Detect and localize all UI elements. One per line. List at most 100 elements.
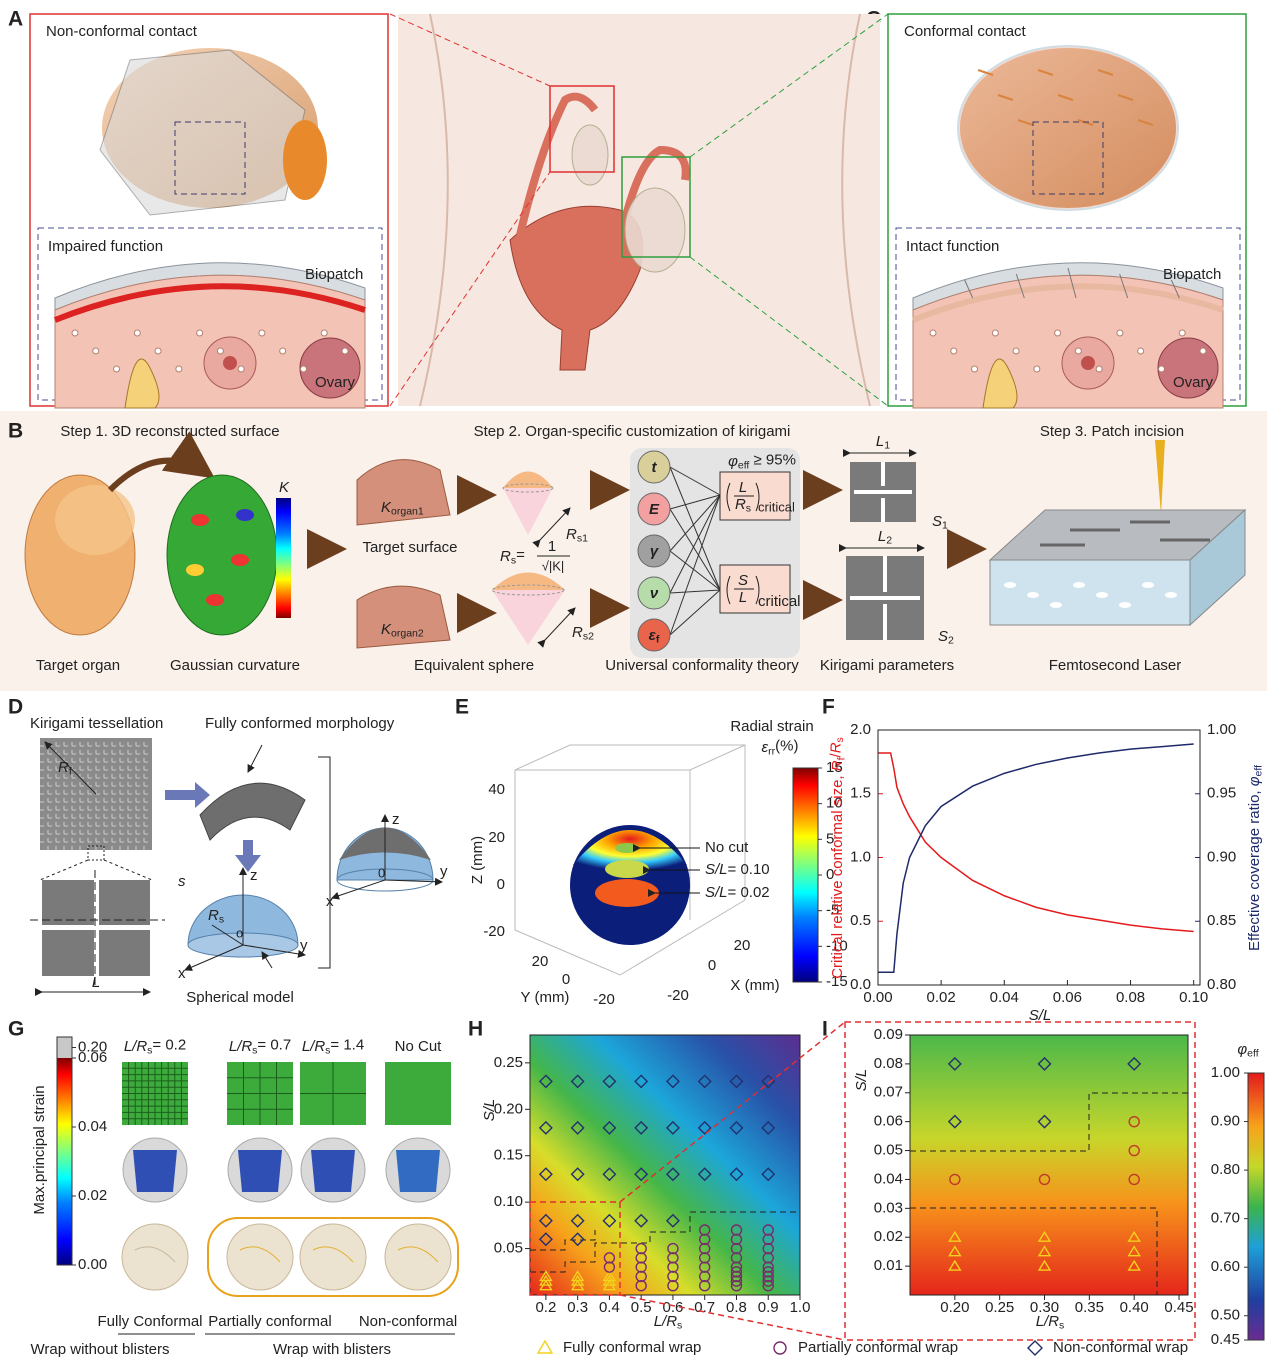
colorbar-tick-label: 0.04 bbox=[78, 1118, 107, 1135]
text-part: = bbox=[516, 546, 525, 563]
cell bbox=[1095, 365, 1103, 373]
curved-arrow bbox=[107, 431, 215, 493]
point bbox=[635, 1270, 647, 1283]
cell bbox=[154, 347, 162, 355]
ovary-label: Ovary bbox=[1173, 374, 1214, 391]
biopatch-label: Biopatch bbox=[1163, 266, 1221, 283]
curvature-spot bbox=[206, 594, 224, 606]
network-line bbox=[669, 494, 721, 510]
text-part: s2 bbox=[583, 630, 594, 642]
point bbox=[634, 1167, 649, 1182]
dim-label: S2 bbox=[938, 628, 954, 646]
point bbox=[570, 1232, 585, 1247]
text-part: R bbox=[208, 907, 219, 924]
conformal-patch bbox=[957, 45, 1179, 211]
legend-marker bbox=[1027, 1340, 1043, 1356]
tissue-layer bbox=[53, 283, 366, 323]
big-arrow bbox=[235, 840, 261, 872]
point bbox=[762, 1261, 774, 1273]
dim-label: S1 bbox=[932, 513, 948, 531]
ratio-box bbox=[719, 564, 791, 614]
cell bbox=[279, 347, 287, 355]
y-axis-label: S/L bbox=[481, 1099, 498, 1122]
annotation: S/L= 0.02 bbox=[705, 884, 770, 901]
text-part: R bbox=[500, 548, 511, 565]
y-tick-label: 0.10 bbox=[494, 1193, 523, 1210]
text-part: t bbox=[652, 459, 658, 476]
point bbox=[730, 1280, 743, 1292]
follicle bbox=[982, 358, 1018, 409]
inset-title: Intact function bbox=[906, 238, 999, 255]
step-caption: Kirigami parameters bbox=[820, 657, 954, 674]
x-tick-label: 0.6 bbox=[663, 1299, 684, 1316]
radius-label: Rs1 bbox=[566, 526, 588, 544]
plot-frame bbox=[877, 729, 1201, 986]
x-tick-label: 0.3 bbox=[567, 1299, 588, 1316]
step-caption: Femtosecond Laser bbox=[1049, 657, 1182, 674]
colorbar-tick-label: 0.70 bbox=[1211, 1210, 1240, 1227]
x-tick-label: 0.9 bbox=[758, 1299, 779, 1316]
ratio-box bbox=[719, 471, 791, 521]
legend-label: Partially conformal wrap bbox=[798, 1339, 958, 1356]
cap-rim-2 bbox=[491, 584, 565, 596]
cell bbox=[113, 365, 121, 373]
cell bbox=[341, 347, 349, 355]
y2-tick-label: 0.80 bbox=[1207, 976, 1236, 993]
x-tick-label: 0.35 bbox=[1075, 1299, 1104, 1316]
step-title: Step 3. Patch incision bbox=[1040, 423, 1184, 440]
ovary-edge bbox=[283, 120, 327, 200]
inset-title: Impaired function bbox=[48, 238, 163, 255]
photo-fold bbox=[239, 1246, 281, 1263]
cell bbox=[71, 329, 79, 337]
condition: φeff ≥ 95% bbox=[728, 451, 796, 471]
point bbox=[699, 1252, 711, 1264]
step-caption: Target organ bbox=[36, 657, 120, 674]
text-part: = 0.2 bbox=[152, 1036, 186, 1053]
cell bbox=[320, 329, 328, 337]
colorbar bbox=[57, 1058, 72, 1265]
cell bbox=[92, 347, 100, 355]
x-tick-label: 0.25 bbox=[985, 1299, 1014, 1316]
axis bbox=[242, 944, 306, 958]
cap-nocut bbox=[615, 843, 639, 853]
z-tick-label: 20 bbox=[488, 829, 505, 846]
axis-label: z bbox=[250, 867, 258, 884]
panel-label: A bbox=[8, 8, 23, 31]
text-part: ≥ 95% bbox=[749, 451, 796, 468]
text-part: f bbox=[69, 765, 72, 777]
loose-patch bbox=[99, 49, 306, 216]
colorbar-tick-label: -10 bbox=[826, 937, 848, 954]
point bbox=[730, 1261, 743, 1273]
text-part: s bbox=[677, 1319, 682, 1331]
slit bbox=[881, 498, 885, 522]
zoom-box bbox=[529, 1201, 621, 1296]
ovary-left bbox=[571, 124, 609, 186]
x-tick-label: 0 bbox=[708, 957, 716, 974]
point bbox=[538, 1074, 553, 1089]
big-arrow bbox=[165, 782, 210, 808]
x-tick-label: -20 bbox=[667, 987, 689, 1004]
text-part: K bbox=[381, 499, 392, 516]
y-tick-label: 0.25 bbox=[494, 1054, 523, 1071]
z-tick-label: -20 bbox=[483, 923, 505, 940]
sim-patch bbox=[133, 1150, 177, 1192]
series-line bbox=[878, 743, 1194, 973]
x-tick-label: 0.00 bbox=[863, 989, 892, 1006]
axis bbox=[331, 879, 386, 900]
panel-label: E bbox=[455, 696, 469, 719]
axis-label: X (mm) bbox=[730, 977, 779, 994]
x-axis-label: S/L bbox=[1029, 1007, 1052, 1024]
point bbox=[1128, 1173, 1140, 1186]
dome bbox=[199, 782, 306, 841]
axis-label: 0 bbox=[378, 865, 385, 880]
point bbox=[538, 1232, 553, 1247]
y-tick-label: 0.0 bbox=[850, 976, 871, 993]
point bbox=[697, 1120, 712, 1135]
cell bbox=[299, 365, 307, 373]
colorbar-tick-label: 0.90 bbox=[1211, 1113, 1240, 1130]
point bbox=[634, 1213, 649, 1228]
zoom-box bbox=[174, 121, 246, 195]
patch-cut bbox=[1017, 119, 1034, 126]
boundary bbox=[530, 1230, 596, 1251]
